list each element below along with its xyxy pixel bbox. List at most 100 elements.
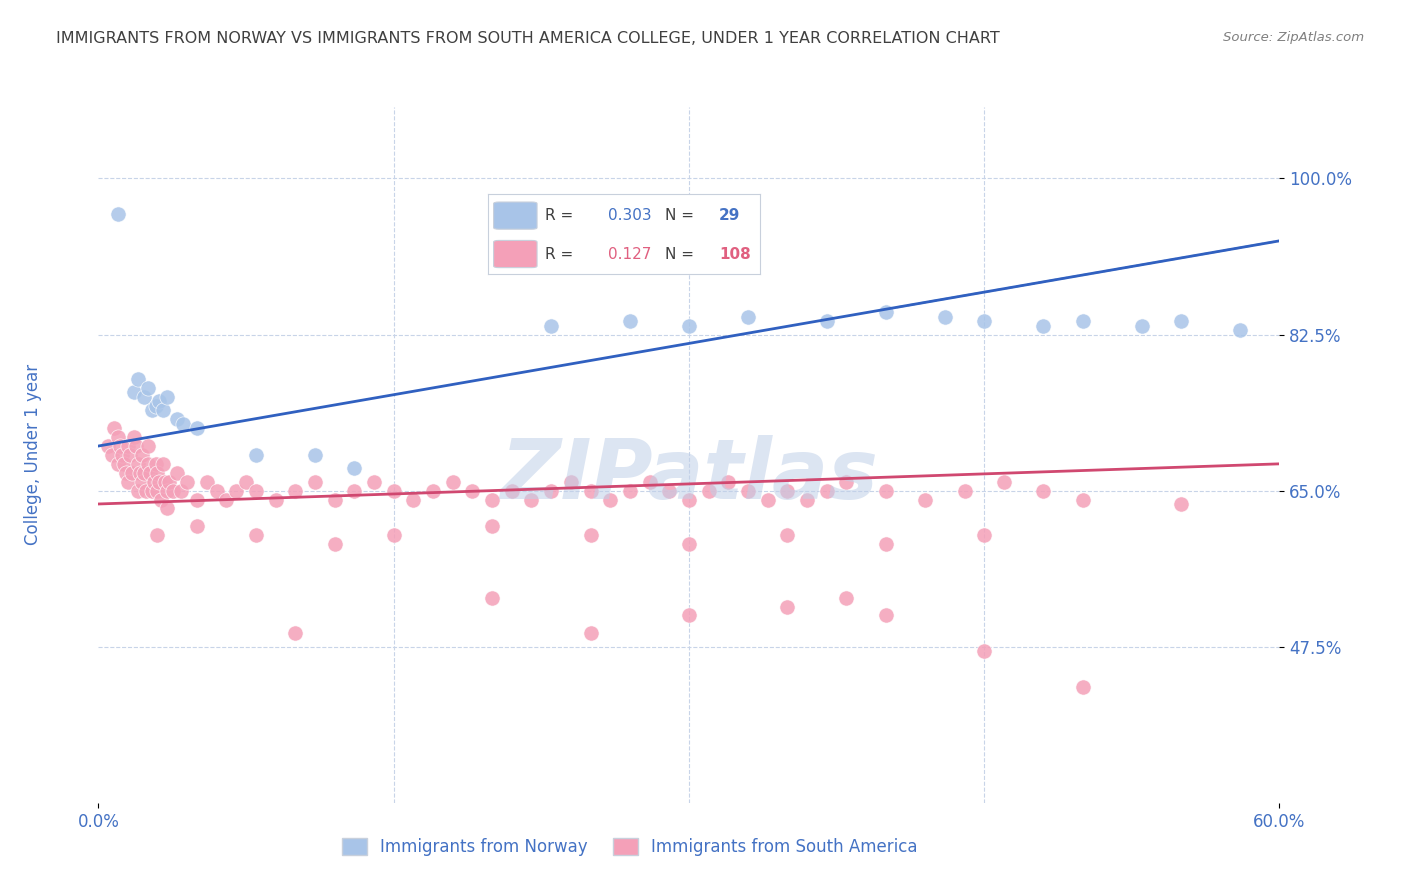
Point [815, 483, 838, 498]
Point [136, 439, 159, 453]
Point [678, 537, 700, 551]
Point [131, 475, 153, 489]
Point [111, 448, 134, 462]
Point [1229, 323, 1251, 337]
FancyBboxPatch shape [494, 202, 537, 229]
Point [1071, 680, 1094, 694]
Point [136, 457, 159, 471]
Point [481, 492, 503, 507]
Point [875, 305, 897, 319]
Text: R =: R = [546, 208, 578, 223]
Text: R =: R = [546, 246, 578, 261]
Point [235, 475, 257, 489]
Point [323, 537, 346, 551]
Point [157, 475, 180, 489]
Point [638, 475, 661, 489]
Point [127, 372, 149, 386]
Point [579, 626, 602, 640]
Point [166, 466, 188, 480]
Point [678, 608, 700, 623]
Point [1170, 497, 1192, 511]
Text: N =: N = [665, 208, 699, 223]
Point [756, 492, 779, 507]
Point [155, 475, 177, 489]
Point [579, 483, 602, 498]
Point [97, 439, 120, 453]
Point [363, 475, 385, 489]
Point [1170, 314, 1192, 328]
Point [835, 591, 858, 605]
Point [156, 501, 179, 516]
Point [141, 483, 163, 498]
Point [776, 599, 799, 614]
Point [225, 483, 247, 498]
Point [156, 483, 179, 498]
Point [973, 314, 995, 328]
Point [146, 528, 169, 542]
Point [323, 492, 346, 507]
Point [619, 483, 641, 498]
Point [343, 461, 366, 475]
Point [108, 439, 131, 453]
Point [245, 448, 267, 462]
Point [343, 483, 366, 498]
Point [875, 608, 897, 623]
Point [304, 475, 326, 489]
Point [835, 475, 858, 489]
Point [115, 466, 138, 480]
Point [118, 448, 141, 462]
Point [560, 475, 582, 489]
Text: 0.303: 0.303 [607, 208, 651, 223]
Point [1071, 314, 1094, 328]
Point [481, 591, 503, 605]
Point [953, 483, 976, 498]
Point [284, 626, 307, 640]
Point [717, 475, 740, 489]
Point [973, 644, 995, 658]
Point [141, 403, 163, 417]
Point [148, 394, 170, 409]
Point [136, 381, 159, 395]
Point [145, 457, 167, 471]
Point [117, 439, 139, 453]
Point [540, 483, 562, 498]
Point [678, 318, 700, 333]
Point [107, 457, 129, 471]
Point [934, 310, 956, 324]
Point [875, 537, 897, 551]
Text: ZIPatlas: ZIPatlas [501, 435, 877, 516]
Point [481, 519, 503, 533]
Point [579, 528, 602, 542]
Point [128, 466, 150, 480]
Point [205, 483, 228, 498]
Point [697, 483, 720, 498]
Point [382, 528, 405, 542]
Point [127, 457, 149, 471]
Point [382, 483, 405, 498]
Point [796, 492, 818, 507]
Point [150, 492, 173, 507]
Point [993, 475, 1015, 489]
Point [441, 475, 464, 489]
Point [152, 403, 174, 417]
Point [121, 466, 143, 480]
Point [146, 466, 169, 480]
Point [103, 421, 125, 435]
Point [619, 314, 641, 328]
Text: 29: 29 [718, 208, 741, 223]
Point [186, 519, 208, 533]
Point [156, 390, 179, 404]
Point [1032, 483, 1054, 498]
Point [162, 483, 184, 498]
Point [1071, 492, 1094, 507]
Point [1130, 318, 1153, 333]
Point [599, 492, 621, 507]
Point [186, 492, 208, 507]
Point [815, 314, 838, 328]
Point [461, 483, 484, 498]
Point [166, 412, 188, 426]
Point [245, 483, 267, 498]
Point [501, 483, 523, 498]
Point [148, 475, 170, 489]
Point [107, 207, 129, 221]
